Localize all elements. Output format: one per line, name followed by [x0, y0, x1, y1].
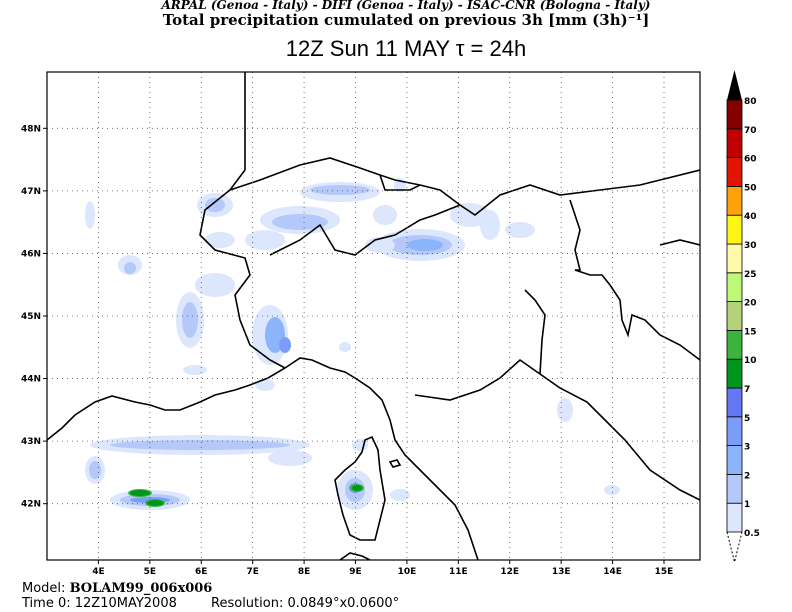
- colorbar-swatch: [726, 329, 743, 360]
- lon-label: 8E: [298, 567, 310, 577]
- map-title: Total precipitation cumulated on previou…: [162, 11, 650, 29]
- precip-area: [182, 302, 198, 338]
- precipitation-areas: [85, 178, 620, 510]
- lat-label: 48N: [21, 124, 41, 134]
- precip-area: [124, 262, 136, 274]
- colorbar-swatch: [726, 157, 743, 187]
- colorbar-swatch: [726, 358, 743, 389]
- precip-area: [89, 461, 101, 479]
- colorbar-label: 40: [744, 212, 757, 222]
- precip-area: [450, 203, 490, 227]
- lon-label: 9E: [349, 567, 361, 577]
- colorbar-label: 1: [744, 500, 750, 510]
- precip-area: [183, 365, 207, 375]
- colorbar-max-arrow: [727, 70, 742, 100]
- precip-area: [557, 398, 573, 422]
- precip-area: [505, 222, 535, 238]
- colorbar-min-arrow: [726, 531, 743, 563]
- lon-label: 4E: [92, 567, 104, 577]
- precip-area: [604, 485, 620, 495]
- lon-label: 14E: [603, 567, 622, 577]
- map-subtitle: 12Z Sun 11 MAY τ = 24h: [285, 36, 527, 61]
- precip-area: [390, 489, 410, 501]
- precip-area: [85, 201, 95, 229]
- precip-area: [272, 214, 328, 230]
- lat-label: 44N: [21, 375, 41, 385]
- precip-area: [147, 500, 163, 506]
- colorbar-legend: 0.5 1 2 3 5 7 10 15 20 25 30 40 50 60 70 80: [726, 70, 760, 563]
- colorbar-label: 7: [744, 385, 750, 395]
- colorbar-label: 70: [744, 126, 757, 136]
- resolution: 0.0849°x0.0600°: [287, 596, 400, 611]
- lat-label: 46N: [21, 249, 41, 259]
- precip-area: [245, 230, 285, 250]
- colorbar-swatch: [726, 502, 743, 533]
- colorbar-label: 60: [744, 155, 757, 165]
- colorbar-swatch: [726, 445, 743, 475]
- precip-area: [205, 232, 235, 248]
- colorbar-label: 80: [744, 97, 757, 107]
- colorbar-label: 50: [744, 183, 757, 193]
- lat-label: 43N: [21, 437, 41, 447]
- colorbar-swatch: [726, 301, 743, 331]
- colorbar-label: 0.5: [744, 529, 760, 539]
- precip-area: [310, 185, 370, 195]
- lat-label: 47N: [21, 187, 41, 197]
- colorbar-swatch: [726, 128, 743, 159]
- lon-label: 10E: [398, 567, 417, 577]
- precip-area: [373, 205, 397, 225]
- lat-label: 45N: [21, 312, 41, 322]
- precip-area: [195, 273, 235, 297]
- lon-label: 5E: [144, 567, 156, 577]
- lon-label: 6E: [195, 567, 207, 577]
- colorbar-swatch: [726, 243, 743, 274]
- model-info: Model: BOLAM99_006x006: [22, 581, 213, 596]
- colorbar-label: 10: [744, 356, 757, 366]
- precip-area: [255, 379, 275, 391]
- model-name: BOLAM99_006x006: [69, 581, 213, 596]
- lon-label: 7E: [246, 567, 258, 577]
- precip-area: [352, 485, 362, 491]
- lat-label: 42N: [21, 500, 41, 510]
- colorbar-label: 3: [744, 443, 750, 453]
- colorbar-swatch: [726, 387, 743, 418]
- time-info: Time 0: 12Z10MAY2008 Resolution: 0.0849°…: [22, 596, 400, 611]
- precip-area: [205, 198, 225, 212]
- precip-area: [268, 450, 312, 466]
- lon-label: 11E: [449, 567, 468, 577]
- precip-area: [480, 210, 500, 240]
- colorbar-swatch: [726, 99, 743, 130]
- lon-label: 13E: [552, 567, 571, 577]
- axis-labels: 4E 5E 6E 7E 8E 9E 10E 11E 12E 13E 14E 15E 48N 47N 46N 4…: [21, 124, 673, 577]
- precip-area: [279, 337, 291, 353]
- credits: ARPAL (Genoa - Italy) - DIFI (Genoa - It…: [161, 0, 651, 12]
- lon-label: 12E: [500, 567, 519, 577]
- colorbar-label: 15: [744, 327, 757, 337]
- precip-area: [110, 440, 290, 450]
- colorbar-label: 20: [744, 299, 757, 309]
- colorbar-swatch: [726, 272, 743, 302]
- colorbar-swatch: [726, 473, 743, 504]
- lat-lon-grid: [47, 72, 700, 560]
- colorbar-label: 2: [744, 471, 750, 481]
- colorbar-swatch: [726, 416, 743, 446]
- precip-area: [407, 239, 443, 251]
- colorbar-swatch: [726, 185, 743, 216]
- lon-label: 15E: [655, 567, 674, 577]
- precip-area: [130, 490, 150, 496]
- precip-area: [339, 342, 351, 352]
- colorbar-swatch: [726, 214, 743, 245]
- init-time: 12Z10MAY2008: [74, 596, 177, 611]
- colorbar-label: 5: [744, 414, 750, 424]
- coastlines-borders: [47, 72, 700, 560]
- colorbar-label: 30: [744, 241, 757, 251]
- colorbar-label: 25: [744, 270, 757, 280]
